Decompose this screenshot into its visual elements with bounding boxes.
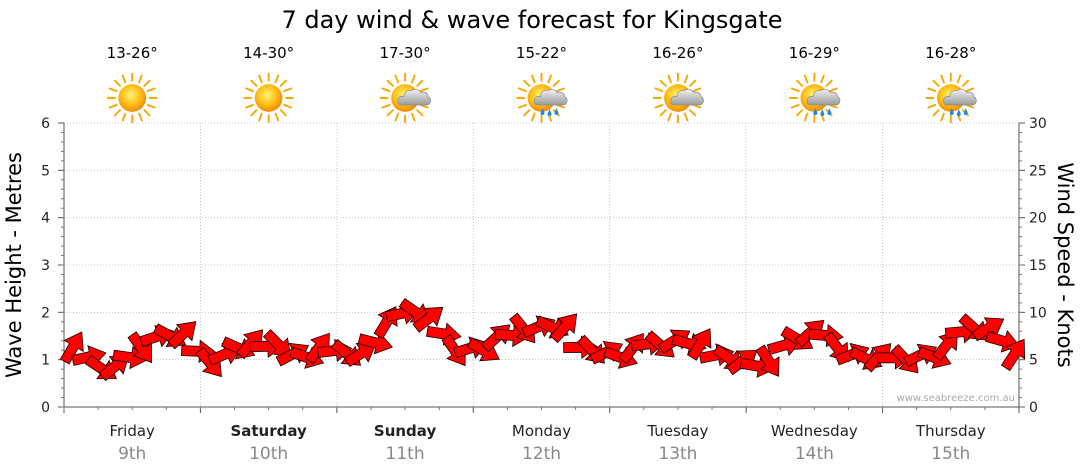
day-date-label: 15th [931, 444, 970, 464]
right-tick-label: 30 [1029, 116, 1047, 132]
day-date-label: 12th [522, 444, 561, 464]
sun-cloud-icon [379, 72, 432, 124]
left-axis-title: Wave Height - Metres [2, 152, 26, 378]
temp-range-label: 15-22° [516, 44, 567, 62]
temp-range-label: 16-26° [652, 44, 703, 62]
sun-icon [243, 72, 294, 124]
left-tick-label: 1 [41, 353, 50, 369]
sun-cloud-rain-icon [925, 72, 977, 124]
left-axis-ticks: 0 1 2 3 4 5 6 [41, 116, 64, 416]
temp-range-label: 16-28° [925, 44, 976, 62]
day-date-label: 11th [386, 444, 425, 464]
day-name-label: Wednesday [771, 422, 858, 440]
sun-cloud-rain-icon [516, 72, 568, 124]
day-name-label: Sunday [374, 422, 437, 440]
chart-title: 7 day wind & wave forecast for Kingsgate [281, 6, 782, 34]
sun-cloud-icon [652, 72, 704, 124]
wind-arrow [1000, 338, 1026, 372]
temp-range-label: 14-30° [243, 44, 294, 62]
left-tick-label: 0 [41, 400, 50, 416]
sun-cloud-rain-icon [789, 72, 841, 124]
right-axis-ticks: 0 5 10 15 20 25 30 [1019, 116, 1047, 416]
temp-range-label: 17-30° [380, 44, 431, 62]
right-tick-label: 20 [1029, 211, 1047, 227]
wind-arrow [687, 328, 712, 361]
day-name-label: Tuesday [646, 422, 708, 440]
left-tick-label: 6 [41, 116, 50, 132]
right-tick-label: 25 [1029, 163, 1047, 179]
wind-arrow [755, 344, 780, 377]
right-tick-label: 15 [1029, 258, 1047, 274]
wind-arrow [412, 306, 444, 333]
day-date-label: 14th [795, 444, 834, 464]
gridlines [64, 122, 1019, 407]
day-labels: Friday 9th Saturday 10th Sunday 11th Monday 12t… [63, 407, 1020, 464]
wind-arrow [357, 331, 394, 355]
day-name-label: Saturday [230, 422, 307, 440]
right-tick-label: 0 [1029, 400, 1038, 416]
day-date-label: 13th [658, 444, 697, 464]
daily-weather-header: 13-26° 14-30° 17-30° 15-22° 16-26° 16-29° 16-2… [106, 44, 977, 124]
credit-text: www.seabreeze.com.au [897, 393, 1015, 404]
sun-icon [106, 72, 158, 124]
wind-arrow-series [59, 297, 1026, 382]
day-name-label: Friday [109, 422, 155, 440]
plot-area: 0 1 2 3 4 5 6 0 5 10 15 20 25 30 [41, 116, 1047, 416]
wind-arrow [167, 321, 197, 350]
day-date-label: 10th [249, 444, 288, 464]
left-tick-label: 5 [41, 163, 50, 179]
wind-arrow [932, 330, 958, 362]
wind-arrow [343, 342, 377, 368]
day-name-label: Monday [512, 422, 571, 440]
wind-arrow [549, 313, 578, 344]
right-tick-label: 5 [1029, 353, 1038, 369]
wind-arrow [127, 331, 153, 364]
right-tick-label: 10 [1029, 305, 1047, 321]
left-tick-label: 2 [41, 305, 50, 321]
temp-range-label: 16-29° [789, 44, 840, 62]
day-date-label: 9th [118, 444, 146, 464]
left-tick-label: 4 [41, 211, 50, 227]
day-name-label: Thursday [915, 422, 986, 440]
left-tick-label: 3 [41, 258, 50, 274]
right-axis-title: Wind Speed - Knots [1053, 162, 1077, 367]
temp-range-label: 13-26° [107, 44, 158, 62]
wind-arrow [59, 331, 84, 365]
